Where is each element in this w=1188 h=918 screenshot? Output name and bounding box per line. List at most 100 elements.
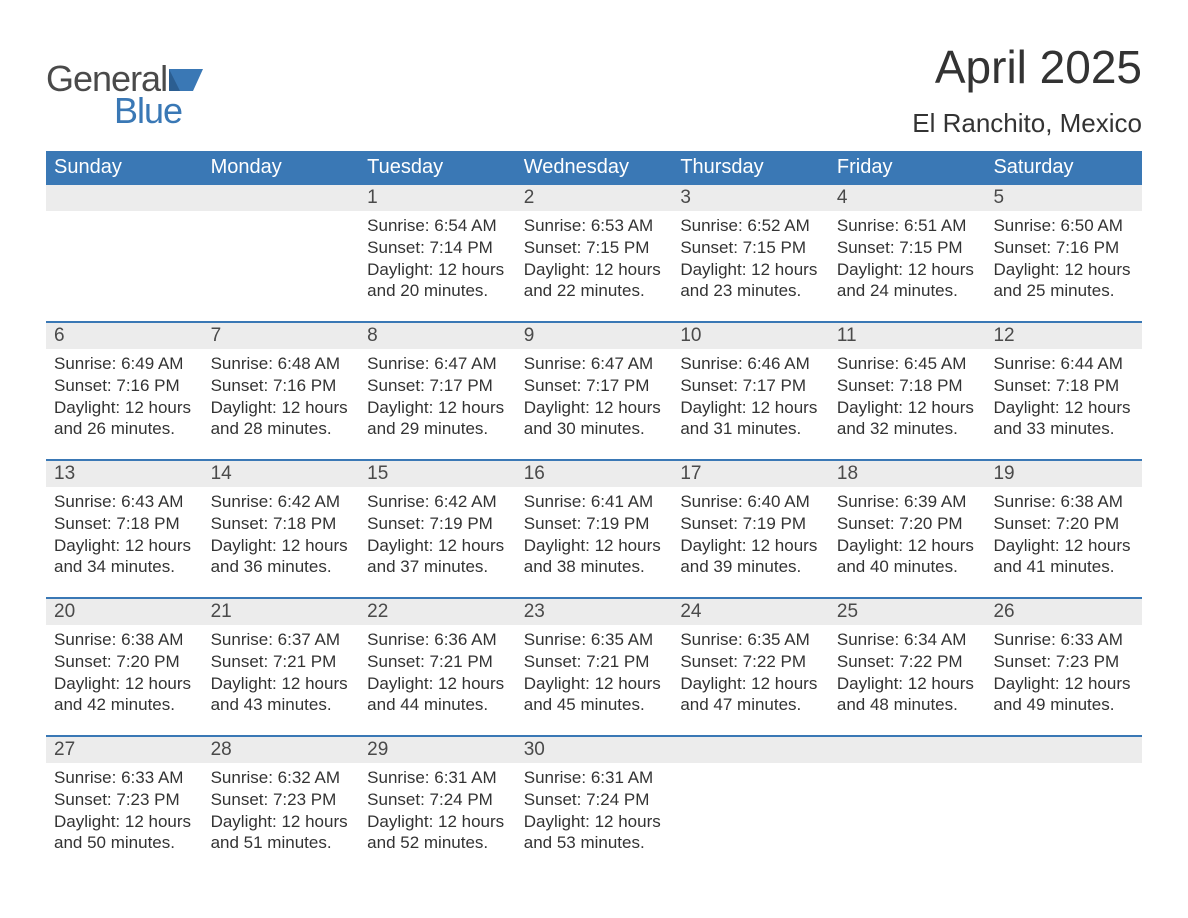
sunrise-text: Sunrise: 6:52 AM — [680, 215, 821, 237]
day-number: 16 — [516, 461, 673, 487]
day-cell: 2Sunrise: 6:53 AMSunset: 7:15 PMDaylight… — [516, 185, 673, 303]
daylight-text: Daylight: 12 hours — [367, 811, 508, 833]
day-number: 25 — [829, 599, 986, 625]
day-body: Sunrise: 6:35 AMSunset: 7:21 PMDaylight:… — [516, 625, 673, 716]
daylight-text: and 41 minutes. — [993, 556, 1134, 578]
daylight-text: and 38 minutes. — [524, 556, 665, 578]
sunset-text: Sunset: 7:18 PM — [54, 513, 195, 535]
day-cell: 29Sunrise: 6:31 AMSunset: 7:24 PMDayligh… — [359, 737, 516, 855]
day-header: Wednesday — [516, 151, 673, 185]
day-cell: 27Sunrise: 6:33 AMSunset: 7:23 PMDayligh… — [46, 737, 203, 855]
daylight-text: and 47 minutes. — [680, 694, 821, 716]
daylight-text: Daylight: 12 hours — [211, 397, 352, 419]
daylight-text: and 49 minutes. — [993, 694, 1134, 716]
sunset-text: Sunset: 7:15 PM — [680, 237, 821, 259]
daylight-text: Daylight: 12 hours — [211, 535, 352, 557]
day-body: Sunrise: 6:45 AMSunset: 7:18 PMDaylight:… — [829, 349, 986, 440]
day-body: Sunrise: 6:52 AMSunset: 7:15 PMDaylight:… — [672, 211, 829, 302]
day-body — [985, 763, 1142, 767]
day-number: 29 — [359, 737, 516, 763]
day-number: 26 — [985, 599, 1142, 625]
daylight-text: Daylight: 12 hours — [524, 397, 665, 419]
day-body — [829, 763, 986, 767]
header-region: General Blue April 2025 El Ranchito, Mex… — [46, 40, 1142, 139]
day-cell: 1Sunrise: 6:54 AMSunset: 7:14 PMDaylight… — [359, 185, 516, 303]
daylight-text: Daylight: 12 hours — [367, 673, 508, 695]
sunrise-text: Sunrise: 6:35 AM — [524, 629, 665, 651]
sunrise-text: Sunrise: 6:44 AM — [993, 353, 1134, 375]
daylight-text: Daylight: 12 hours — [367, 535, 508, 557]
day-body: Sunrise: 6:54 AMSunset: 7:14 PMDaylight:… — [359, 211, 516, 302]
day-cell: 17Sunrise: 6:40 AMSunset: 7:19 PMDayligh… — [672, 461, 829, 579]
sunset-text: Sunset: 7:23 PM — [211, 789, 352, 811]
title-block: April 2025 El Ranchito, Mexico — [912, 40, 1142, 139]
day-cell: 16Sunrise: 6:41 AMSunset: 7:19 PMDayligh… — [516, 461, 673, 579]
day-cell: 22Sunrise: 6:36 AMSunset: 7:21 PMDayligh… — [359, 599, 516, 717]
week-row: 20Sunrise: 6:38 AMSunset: 7:20 PMDayligh… — [46, 597, 1142, 717]
sunrise-text: Sunrise: 6:42 AM — [211, 491, 352, 513]
sunset-text: Sunset: 7:23 PM — [54, 789, 195, 811]
daylight-text: Daylight: 12 hours — [837, 397, 978, 419]
sunrise-text: Sunrise: 6:38 AM — [54, 629, 195, 651]
day-cell: 8Sunrise: 6:47 AMSunset: 7:17 PMDaylight… — [359, 323, 516, 441]
daylight-text: and 34 minutes. — [54, 556, 195, 578]
day-cell: 20Sunrise: 6:38 AMSunset: 7:20 PMDayligh… — [46, 599, 203, 717]
day-number: 15 — [359, 461, 516, 487]
daylight-text: and 36 minutes. — [211, 556, 352, 578]
page-title: April 2025 — [912, 40, 1142, 94]
daylight-text: and 37 minutes. — [367, 556, 508, 578]
day-body: Sunrise: 6:38 AMSunset: 7:20 PMDaylight:… — [46, 625, 203, 716]
sunset-text: Sunset: 7:16 PM — [54, 375, 195, 397]
day-cell: 19Sunrise: 6:38 AMSunset: 7:20 PMDayligh… — [985, 461, 1142, 579]
day-number — [46, 185, 203, 211]
daylight-text: Daylight: 12 hours — [680, 259, 821, 281]
week-row: 13Sunrise: 6:43 AMSunset: 7:18 PMDayligh… — [46, 459, 1142, 579]
sunrise-text: Sunrise: 6:48 AM — [211, 353, 352, 375]
day-header: Saturday — [985, 151, 1142, 185]
day-number: 20 — [46, 599, 203, 625]
daylight-text: Daylight: 12 hours — [680, 535, 821, 557]
sunrise-text: Sunrise: 6:32 AM — [211, 767, 352, 789]
sunrise-text: Sunrise: 6:33 AM — [54, 767, 195, 789]
day-number: 4 — [829, 185, 986, 211]
daylight-text: Daylight: 12 hours — [367, 259, 508, 281]
day-body: Sunrise: 6:31 AMSunset: 7:24 PMDaylight:… — [516, 763, 673, 854]
sunrise-text: Sunrise: 6:45 AM — [837, 353, 978, 375]
day-number: 3 — [672, 185, 829, 211]
day-cell: 15Sunrise: 6:42 AMSunset: 7:19 PMDayligh… — [359, 461, 516, 579]
daylight-text: Daylight: 12 hours — [54, 397, 195, 419]
day-cell: 3Sunrise: 6:52 AMSunset: 7:15 PMDaylight… — [672, 185, 829, 303]
sunrise-text: Sunrise: 6:38 AM — [993, 491, 1134, 513]
sunrise-text: Sunrise: 6:31 AM — [367, 767, 508, 789]
week-row: 1Sunrise: 6:54 AMSunset: 7:14 PMDaylight… — [46, 185, 1142, 303]
brand-logo: General Blue — [46, 40, 203, 132]
sunrise-text: Sunrise: 6:47 AM — [524, 353, 665, 375]
day-cell: 23Sunrise: 6:35 AMSunset: 7:21 PMDayligh… — [516, 599, 673, 717]
daylight-text: Daylight: 12 hours — [837, 673, 978, 695]
location-label: El Ranchito, Mexico — [912, 108, 1142, 139]
day-header: Friday — [829, 151, 986, 185]
sunset-text: Sunset: 7:20 PM — [54, 651, 195, 673]
day-number: 8 — [359, 323, 516, 349]
day-body: Sunrise: 6:47 AMSunset: 7:17 PMDaylight:… — [516, 349, 673, 440]
sunrise-text: Sunrise: 6:35 AM — [680, 629, 821, 651]
day-body: Sunrise: 6:33 AMSunset: 7:23 PMDaylight:… — [985, 625, 1142, 716]
sunset-text: Sunset: 7:24 PM — [524, 789, 665, 811]
day-body: Sunrise: 6:39 AMSunset: 7:20 PMDaylight:… — [829, 487, 986, 578]
sunrise-text: Sunrise: 6:43 AM — [54, 491, 195, 513]
sunset-text: Sunset: 7:18 PM — [993, 375, 1134, 397]
daylight-text: Daylight: 12 hours — [54, 811, 195, 833]
sunrise-text: Sunrise: 6:41 AM — [524, 491, 665, 513]
day-header: Sunday — [46, 151, 203, 185]
daylight-text: Daylight: 12 hours — [993, 535, 1134, 557]
sunset-text: Sunset: 7:22 PM — [680, 651, 821, 673]
day-cell: 11Sunrise: 6:45 AMSunset: 7:18 PMDayligh… — [829, 323, 986, 441]
sunset-text: Sunset: 7:19 PM — [680, 513, 821, 535]
day-body: Sunrise: 6:42 AMSunset: 7:19 PMDaylight:… — [359, 487, 516, 578]
day-cell: 21Sunrise: 6:37 AMSunset: 7:21 PMDayligh… — [203, 599, 360, 717]
calendar-header-row: Sunday Monday Tuesday Wednesday Thursday… — [46, 151, 1142, 185]
sunrise-text: Sunrise: 6:39 AM — [837, 491, 978, 513]
daylight-text: and 39 minutes. — [680, 556, 821, 578]
day-cell — [829, 737, 986, 855]
day-number: 5 — [985, 185, 1142, 211]
